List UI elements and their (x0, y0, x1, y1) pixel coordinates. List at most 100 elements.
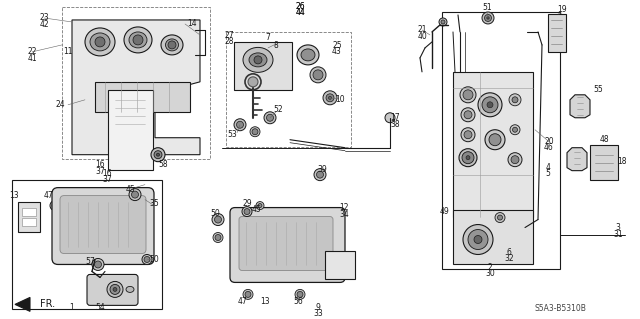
Text: 29: 29 (242, 199, 252, 208)
Text: 7: 7 (266, 33, 271, 42)
Text: 54: 54 (95, 303, 105, 312)
Circle shape (248, 77, 258, 87)
Circle shape (129, 189, 141, 201)
Circle shape (95, 261, 102, 268)
FancyBboxPatch shape (239, 217, 333, 271)
Text: 43: 43 (332, 48, 342, 56)
Circle shape (244, 209, 250, 215)
Ellipse shape (249, 53, 267, 67)
Circle shape (214, 216, 221, 223)
Polygon shape (567, 148, 587, 171)
Circle shape (462, 152, 474, 164)
Circle shape (297, 291, 303, 297)
Text: 58: 58 (158, 160, 168, 169)
Circle shape (157, 153, 159, 156)
Ellipse shape (90, 33, 110, 51)
Text: 25: 25 (332, 41, 342, 50)
Bar (18, 202, 40, 232)
Circle shape (464, 131, 472, 139)
Circle shape (461, 128, 475, 142)
Circle shape (466, 156, 470, 160)
Circle shape (487, 102, 493, 108)
Circle shape (154, 151, 162, 159)
Text: 47: 47 (44, 191, 54, 200)
Circle shape (509, 94, 521, 106)
Circle shape (385, 113, 395, 123)
Text: 16: 16 (95, 160, 105, 169)
Circle shape (510, 125, 520, 135)
Text: 13: 13 (260, 297, 270, 306)
Text: 30: 30 (485, 269, 495, 278)
Text: 24: 24 (55, 100, 65, 109)
Circle shape (459, 149, 477, 167)
Circle shape (482, 12, 494, 24)
Text: 9: 9 (316, 303, 321, 312)
Polygon shape (72, 20, 200, 155)
Circle shape (113, 287, 117, 291)
Circle shape (478, 93, 502, 117)
Circle shape (508, 153, 522, 167)
Ellipse shape (166, 39, 179, 51)
Text: 47: 47 (237, 297, 247, 306)
Circle shape (151, 148, 165, 162)
Text: 39: 39 (317, 165, 327, 174)
FancyBboxPatch shape (87, 274, 138, 305)
Circle shape (323, 91, 337, 105)
Circle shape (295, 289, 305, 300)
Text: 34: 34 (339, 210, 349, 219)
Circle shape (497, 215, 502, 220)
Text: 16: 16 (102, 169, 112, 178)
Text: 2: 2 (488, 263, 492, 272)
Circle shape (484, 14, 492, 21)
Ellipse shape (85, 28, 115, 56)
Circle shape (461, 108, 475, 122)
Text: 35: 35 (149, 199, 159, 208)
Circle shape (168, 41, 176, 49)
Circle shape (464, 111, 472, 119)
Circle shape (463, 90, 473, 100)
Circle shape (313, 70, 323, 80)
Circle shape (314, 169, 326, 181)
Bar (62, 7, 210, 159)
Text: 1: 1 (70, 303, 74, 312)
Circle shape (485, 130, 505, 150)
Text: 33: 33 (313, 309, 323, 318)
Text: 22: 22 (28, 48, 36, 56)
Circle shape (92, 258, 104, 271)
Circle shape (511, 156, 519, 164)
Text: 37: 37 (102, 175, 112, 184)
Circle shape (513, 127, 518, 132)
FancyBboxPatch shape (230, 208, 345, 282)
Text: 8: 8 (274, 41, 278, 50)
Circle shape (252, 129, 258, 135)
Bar (12, 180, 162, 309)
Ellipse shape (126, 286, 134, 293)
Circle shape (95, 37, 105, 47)
Text: 44: 44 (295, 9, 305, 18)
Circle shape (489, 134, 501, 146)
Bar (22, 218, 36, 226)
Text: 49: 49 (440, 207, 450, 216)
Circle shape (258, 204, 262, 208)
Text: 26: 26 (295, 3, 305, 11)
Text: 4: 4 (545, 163, 550, 172)
Circle shape (234, 119, 246, 131)
Text: 48: 48 (599, 135, 609, 144)
Circle shape (317, 171, 323, 178)
Text: 11: 11 (63, 48, 73, 56)
Circle shape (326, 94, 334, 102)
Circle shape (131, 191, 138, 198)
Text: S5A3-B5310B: S5A3-B5310B (534, 304, 586, 313)
Circle shape (441, 20, 445, 24)
Text: 52: 52 (273, 105, 283, 114)
Circle shape (254, 56, 262, 64)
Circle shape (245, 74, 261, 90)
Ellipse shape (301, 49, 315, 61)
Text: 51: 51 (482, 4, 492, 12)
Polygon shape (15, 297, 30, 311)
Circle shape (215, 234, 221, 241)
Circle shape (144, 256, 150, 263)
Circle shape (487, 17, 489, 19)
Circle shape (468, 230, 488, 249)
Text: 50: 50 (149, 255, 159, 264)
